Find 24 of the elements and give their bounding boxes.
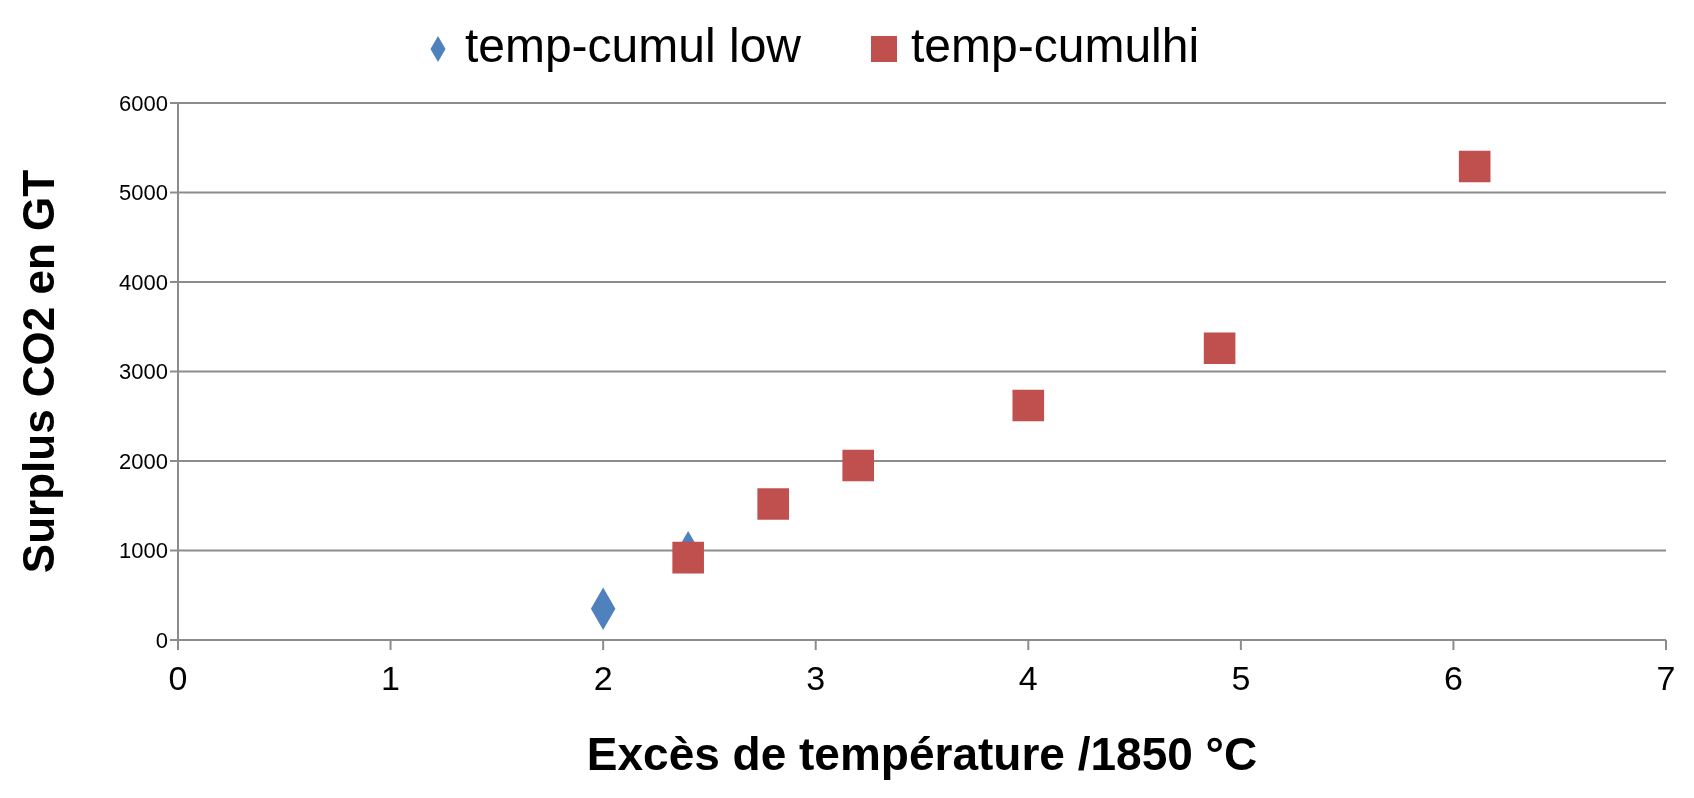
x-tick-label: 7 <box>1656 659 1676 698</box>
point <box>1458 150 1491 183</box>
y-tick-label: 4000 <box>119 269 168 295</box>
x-tick-label: 5 <box>1231 659 1251 698</box>
y-tick-label: 5000 <box>119 180 168 206</box>
y-axis-title: Surplus CO2 en GT <box>13 169 63 574</box>
y-tick-label: 3000 <box>119 359 168 385</box>
legend-label: temp-cumulhi <box>911 19 1200 72</box>
point <box>672 541 704 574</box>
x-tick-label: 2 <box>593 659 613 698</box>
point <box>1203 332 1236 365</box>
point <box>842 449 875 482</box>
point <box>757 488 790 520</box>
y-tick-label: 6000 <box>119 90 168 116</box>
y-tick-label: 2000 <box>119 448 168 474</box>
y-tick-label: 0 <box>155 627 168 653</box>
y-tick-label: 1000 <box>119 538 168 564</box>
x-tick-label: 4 <box>1018 659 1038 698</box>
legend-label: temp-cumul low <box>464 19 801 72</box>
point <box>1012 389 1045 422</box>
x-tick-label: 6 <box>1443 659 1463 698</box>
x-tick-label: 1 <box>381 659 401 698</box>
x-tick-label: 3 <box>806 659 826 698</box>
x-axis-title: Excès de température /1850 °C <box>586 728 1258 780</box>
